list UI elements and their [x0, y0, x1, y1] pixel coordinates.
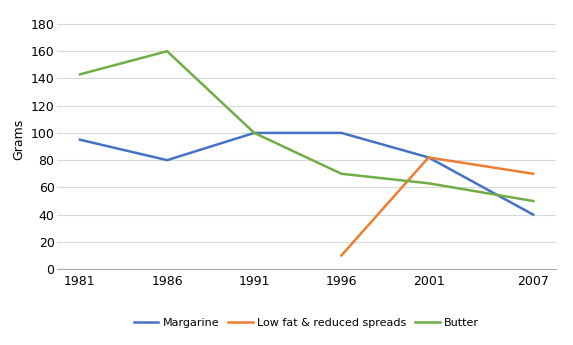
Margarine: [529, 213, 536, 217]
Margarine: [425, 155, 432, 159]
Butter: [251, 131, 258, 135]
Low fat & reduced spreads: [529, 172, 536, 176]
Margarine: [164, 158, 171, 162]
Margarine: [338, 131, 345, 135]
Legend: Margarine, Low fat & reduced spreads, Butter: Margarine, Low fat & reduced spreads, Bu…: [129, 314, 484, 332]
Line: Butter: Butter: [80, 51, 533, 201]
Butter: [77, 72, 84, 77]
Y-axis label: Grams: Grams: [12, 119, 25, 160]
Margarine: [251, 131, 258, 135]
Butter: [529, 199, 536, 203]
Line: Low fat & reduced spreads: Low fat & reduced spreads: [342, 157, 533, 256]
Line: Margarine: Margarine: [80, 133, 533, 215]
Butter: [164, 49, 171, 53]
Low fat & reduced spreads: [425, 155, 432, 159]
Low fat & reduced spreads: [338, 254, 345, 258]
Margarine: [77, 138, 84, 142]
Butter: [425, 181, 432, 185]
Butter: [338, 172, 345, 176]
